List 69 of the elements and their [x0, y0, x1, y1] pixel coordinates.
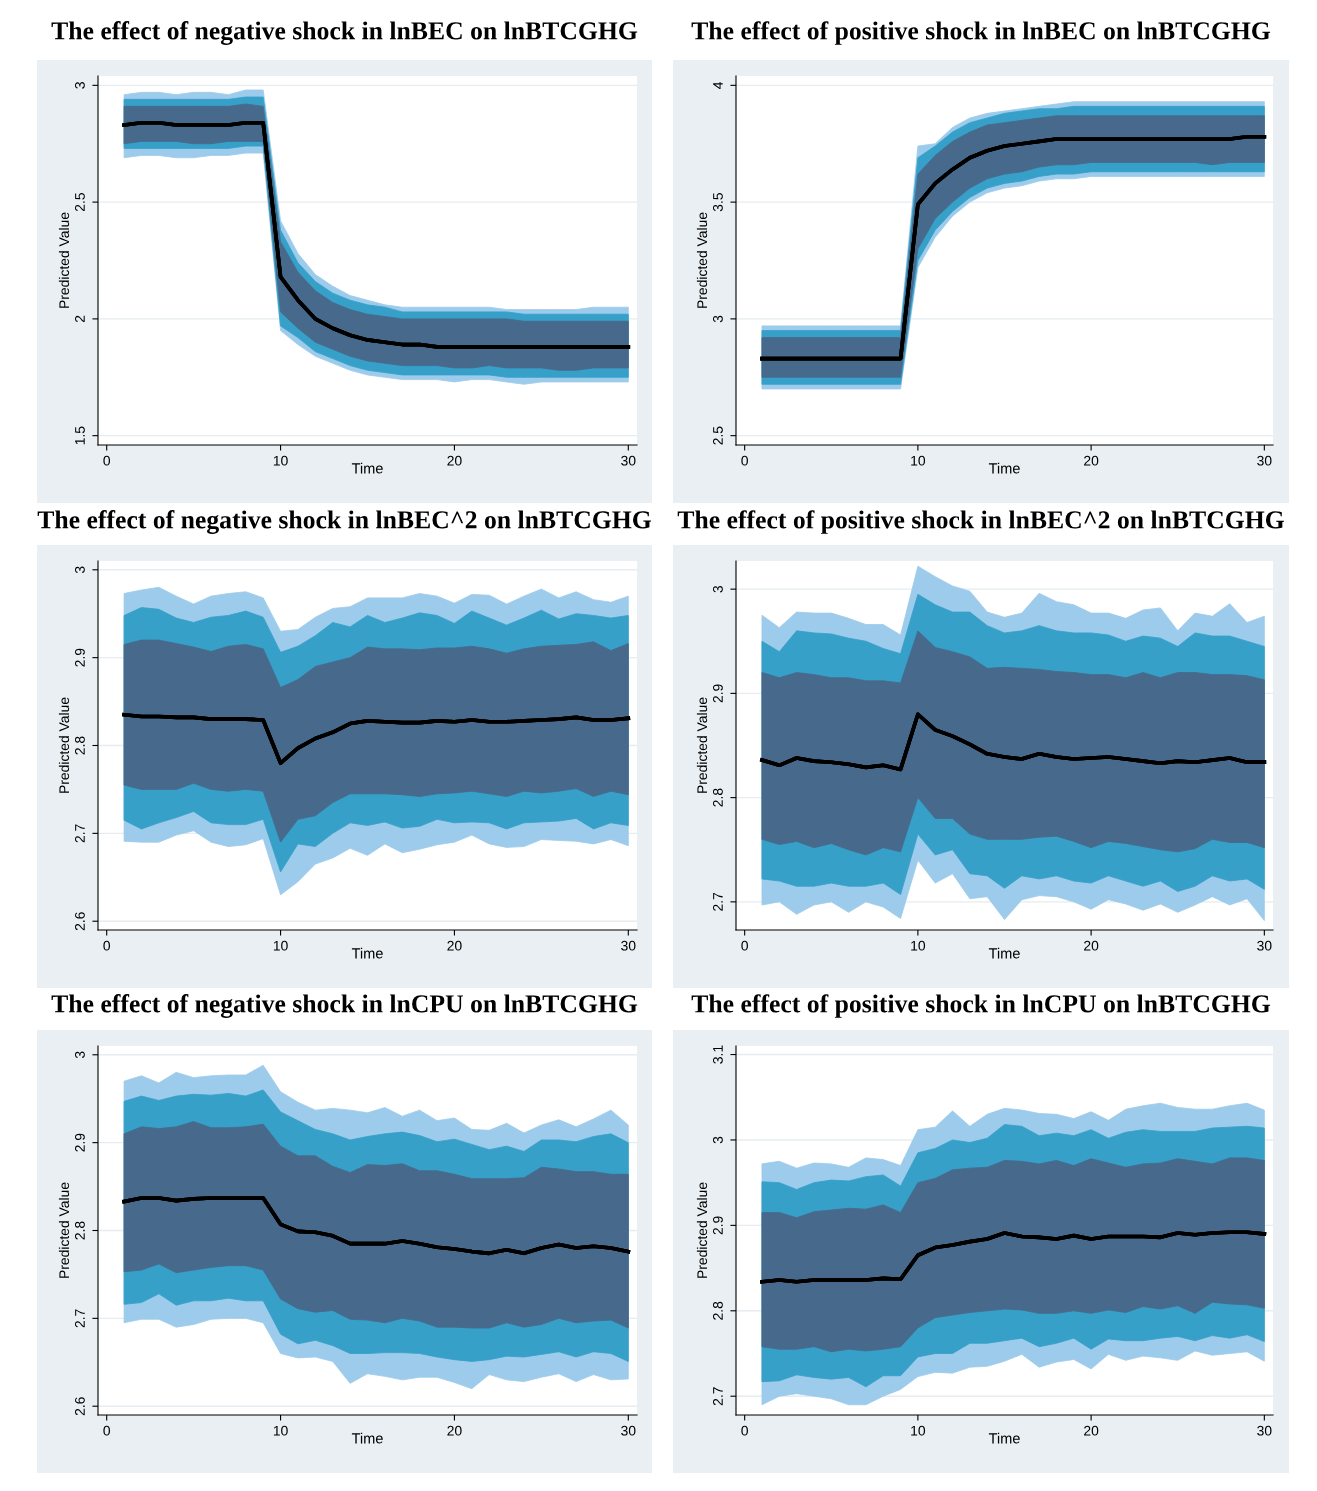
- y-tick-label: 2.7: [75, 824, 85, 843]
- y-tick-label: 3: [75, 82, 85, 89]
- x-tick-label: 0: [103, 455, 111, 466]
- y-tick-label: 4: [713, 81, 723, 89]
- y-tick-label: 3: [75, 566, 85, 574]
- y-tick-label: 3: [713, 1136, 723, 1144]
- x-tick-label: 10: [911, 1425, 926, 1436]
- y-tick-label: 2.9: [75, 1133, 85, 1152]
- y-tick-label: 2.9: [713, 1216, 723, 1235]
- x-tick-label: 30: [1257, 940, 1272, 951]
- x-tick-label: 10: [911, 455, 926, 466]
- y-tick-label: 3: [713, 585, 723, 593]
- x-axis-title: Time: [351, 462, 383, 474]
- x-tick-label: 0: [103, 940, 111, 951]
- chart-title: The effect of negative shock in lnCPU on lnBTCGHG: [51, 994, 638, 1018]
- x-tick-label: 10: [273, 455, 288, 466]
- x-tick-label: 30: [1257, 455, 1272, 466]
- chart-title: The effect of positive shock in lnBEC on lnBTCGHG: [691, 21, 1271, 45]
- y-tick-label: 2.9: [713, 684, 723, 703]
- y-tick-label: 2.7: [713, 892, 723, 911]
- x-tick-label: 20: [1084, 455, 1099, 466]
- y-tick-label: 2: [75, 315, 85, 323]
- y-tick-label: 2.6: [75, 1397, 85, 1416]
- x-tick-label: 20: [447, 1425, 462, 1436]
- y-axis-title: Predicted Value: [58, 697, 70, 793]
- y-tick-label: 2.6: [75, 912, 85, 931]
- x-tick-label: 0: [741, 1425, 748, 1436]
- x-axis-title: Time: [351, 947, 383, 959]
- y-axis-title: Predicted Value: [696, 212, 708, 308]
- x-tick-label: 0: [741, 940, 748, 951]
- y-tick-label: 3: [713, 315, 723, 323]
- y-axis-title: Predicted Value: [58, 212, 70, 308]
- y-tick-label: 3.1: [713, 1045, 723, 1064]
- x-tick-label: 0: [103, 1425, 111, 1436]
- y-tick-label: 3: [75, 1051, 85, 1059]
- y-tick-label: 3.5: [713, 193, 723, 212]
- chart-title: The effect of negative shock in lnBEC on lnBTCGHG: [51, 21, 638, 45]
- y-axis-title: Predicted Value: [58, 1182, 70, 1278]
- x-axis-title: Time: [988, 947, 1020, 959]
- chart-title: The effect of positive shock in lnBEC^2 on lnBTCGHG: [677, 510, 1284, 534]
- x-axis-title: Time: [351, 1432, 383, 1444]
- x-axis-title: Time: [988, 1432, 1020, 1444]
- y-tick-label: 2.8: [713, 1301, 723, 1320]
- y-axis-title: Predicted Value: [696, 1182, 708, 1278]
- y-tick-label: 2.8: [713, 788, 723, 807]
- y-tick-label: 2.8: [75, 736, 85, 755]
- x-tick-label: 10: [273, 940, 288, 951]
- y-tick-label: 2.7: [75, 1309, 85, 1328]
- x-tick-label: 0: [741, 455, 748, 466]
- y-tick-label: 2.9: [75, 648, 85, 667]
- y-tick-label: 2.5: [75, 193, 85, 212]
- x-tick-label: 10: [911, 940, 926, 951]
- x-tick-label: 20: [447, 940, 462, 951]
- y-tick-label: 1.5: [75, 426, 85, 445]
- y-tick-label: 2.7: [713, 1387, 723, 1406]
- y-tick-label: 2.5: [713, 426, 723, 445]
- y-tick-label: 2.8: [75, 1221, 85, 1240]
- x-tick-label: 20: [447, 455, 462, 466]
- x-tick-label: 10: [273, 1425, 288, 1436]
- y-axis-title: Predicted Value: [696, 697, 708, 793]
- x-axis-title: Time: [988, 462, 1020, 474]
- x-tick-label: 30: [621, 455, 636, 466]
- chart-title: The effect of negative shock in lnBEC^2 on lnBTCGHG: [37, 510, 652, 534]
- chart-title: The effect of positive shock in lnCPU on lnBTCGHG: [691, 994, 1271, 1018]
- x-tick-label: 30: [1257, 1425, 1272, 1436]
- x-tick-label: 30: [621, 940, 636, 951]
- x-tick-label: 20: [1084, 1425, 1099, 1436]
- x-tick-label: 30: [621, 1425, 636, 1436]
- x-tick-label: 20: [1084, 940, 1099, 951]
